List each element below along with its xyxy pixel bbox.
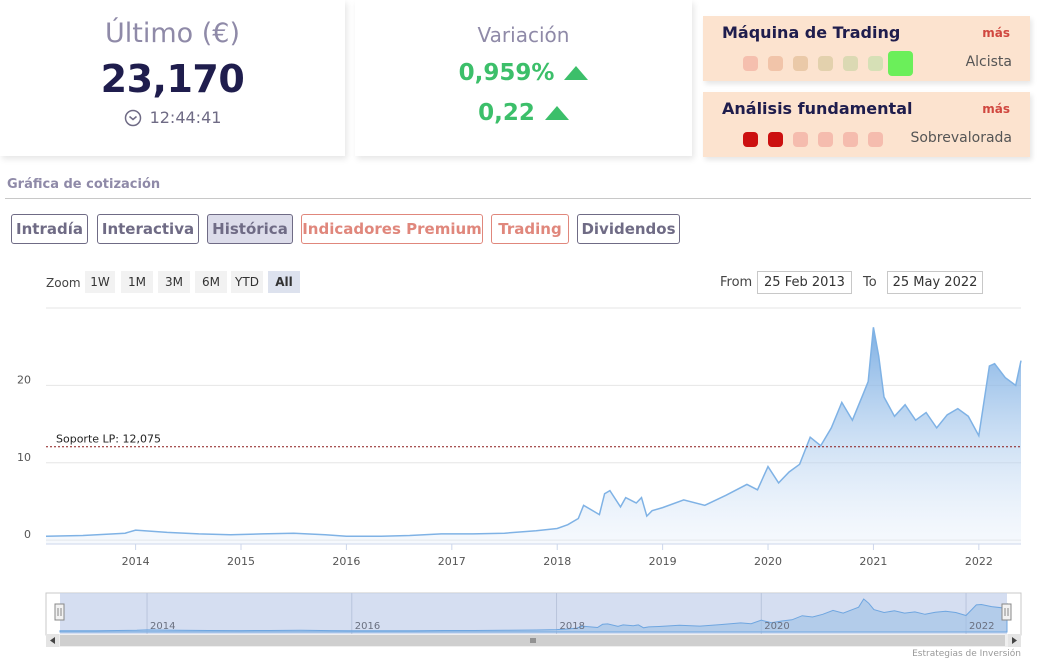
section-title: Gráfica de cotización: [7, 177, 161, 192]
from-date-input[interactable]: 25 Feb 2013: [757, 271, 852, 294]
tab-trading[interactable]: Trading: [491, 214, 569, 244]
trading-machine-card: Máquina de Trading más Alcista: [703, 16, 1030, 81]
trading-signal-dot-6: [888, 51, 913, 76]
fundamental-signal-dot-4: [843, 132, 858, 147]
to-date-input[interactable]: 25 May 2022: [887, 271, 983, 294]
from-label: From: [720, 275, 753, 290]
variation-percent-row: 0,959%: [355, 60, 692, 86]
fundamental-status: Sobrevalorada: [910, 130, 1012, 146]
chart-credits: Estrategias de Inversión: [912, 649, 1021, 659]
trading-signal-dot-1: [768, 56, 783, 71]
tab-indicadores-premium[interactable]: Indicadores Premium: [301, 214, 483, 244]
price-line: [45, 327, 1022, 538]
y-tick-label: 10: [17, 451, 31, 464]
fundamental-more-link[interactable]: más: [982, 102, 1010, 116]
variation-absolute-row: 0,22: [355, 100, 692, 126]
fundamental-title: Análisis fundamental: [722, 99, 913, 118]
tab-historica[interactable]: Histórica: [207, 214, 293, 244]
last-price-card: Último (€) 23,170 12:44:41: [0, 0, 345, 156]
to-label: To: [863, 275, 877, 290]
navigator-tick-label: 2022: [969, 621, 994, 632]
zoom-ytd-button[interactable]: YTD: [231, 271, 263, 293]
variation-absolute: 0,22: [478, 100, 535, 126]
arrow-left-icon: [50, 637, 55, 644]
fundamental-signal-dot-0: [743, 132, 758, 147]
tab-interactiva[interactable]: Interactiva: [97, 214, 199, 244]
arrow-up-icon: [544, 106, 569, 120]
section-divider: [5, 198, 1031, 199]
zoom-label: Zoom: [46, 276, 81, 290]
trading-signal-dot-4: [843, 56, 858, 71]
x-tick-label: 2016: [332, 555, 360, 568]
navigator-right-handle[interactable]: [1001, 603, 1012, 621]
navigator-area: [59, 598, 1008, 633]
x-tick-label: 2017: [438, 555, 466, 568]
zoom-3m-button[interactable]: 3M: [158, 271, 190, 293]
variation-title: Variación: [477, 23, 570, 47]
navigator-tick-label: 2018: [560, 621, 585, 632]
navigator-tick-label: 2014: [150, 621, 175, 632]
arrow-up-icon: [564, 66, 589, 80]
x-tick-label: 2018: [543, 555, 571, 568]
navigator-left-handle[interactable]: [54, 603, 65, 621]
arrow-right-icon: [1012, 637, 1017, 644]
trading-signal-dot-2: [793, 56, 808, 71]
fundamental-signal-dot-3: [818, 132, 833, 147]
tab-dividendos[interactable]: Dividendos: [577, 214, 680, 244]
fundamental-signal-dot-2: [793, 132, 808, 147]
x-tick-label: 2021: [859, 555, 887, 568]
navigator-tick-label: 2016: [355, 621, 380, 632]
trading-machine-status: Alcista: [965, 54, 1012, 70]
navigator-tick-label: 2020: [764, 621, 789, 632]
clock-icon: [124, 109, 141, 126]
fundamental-signal-dot-5: [868, 132, 883, 147]
zoom-6m-button[interactable]: 6M: [195, 271, 227, 293]
fundamental-analysis-card: Análisis fundamental más Sobrevalorada: [703, 92, 1030, 157]
trading-signal-dot-0: [743, 56, 758, 71]
price-history-chart[interactable]: Soporte LP: 12,075 2014 2015 2016 2017 2018 2…: [0, 300, 1037, 585]
fundamental-signal-dot-1: [768, 132, 783, 147]
last-price-title: Último (€): [105, 18, 240, 49]
y-tick-label: 20: [17, 373, 31, 386]
last-time-row: 12:44:41: [0, 108, 345, 127]
zoom-all-button[interactable]: All: [268, 271, 300, 293]
x-tick-label: 2019: [649, 555, 677, 568]
last-price-value: 23,170: [100, 57, 245, 101]
x-tick-label: 2014: [122, 555, 150, 568]
variation-percent: 0,959%: [458, 60, 555, 86]
variation-card: Variación 0,959% 0,22: [355, 0, 692, 156]
x-tick-label: 2020: [754, 555, 782, 568]
trading-signal-dot-3: [818, 56, 833, 71]
last-time: 12:44:41: [149, 108, 222, 127]
tab-intradia[interactable]: Intradía: [11, 214, 88, 244]
trading-machine-title: Máquina de Trading: [722, 23, 901, 42]
x-tick-label: 2022: [965, 555, 993, 568]
price-area: [46, 327, 1021, 544]
trading-machine-more-link[interactable]: más: [982, 26, 1010, 40]
zoom-1m-button[interactable]: 1M: [121, 271, 153, 293]
x-tick-label: 2015: [227, 555, 255, 568]
zoom-1w-button[interactable]: 1W: [85, 271, 115, 293]
y-tick-label: 0: [24, 528, 31, 541]
trading-signal-dot-5: [868, 56, 883, 71]
navigator[interactable]: 2014 2016 2018 2020 2022: [0, 590, 1037, 650]
support-label: Soporte LP: 12,075: [56, 433, 161, 446]
